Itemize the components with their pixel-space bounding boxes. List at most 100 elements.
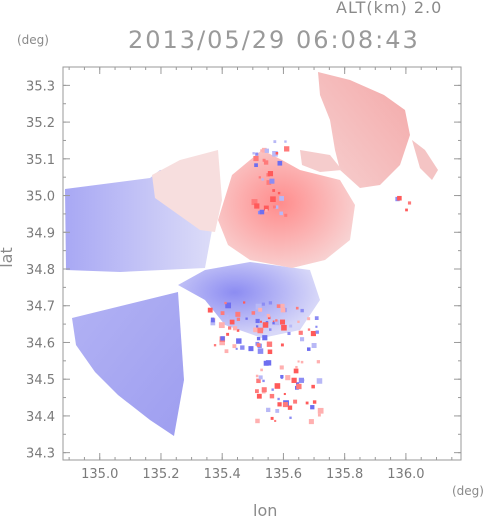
echo-speckle [240, 345, 245, 350]
echo-northeast-red [318, 72, 410, 188]
echo-speckle [253, 327, 258, 333]
echo-speckle [293, 399, 298, 404]
echo-speckle [253, 155, 259, 162]
echo-speckle [256, 378, 261, 384]
echo-speckle [315, 325, 318, 328]
y-axis-ticks: 34.3 34.4 34.5 34.6 34.7 34.8 34.9 35.0 35.1 35.2… [26, 66, 461, 462]
echo-speckle [266, 341, 273, 347]
echo-speckle [311, 343, 317, 349]
echo-speckle [275, 409, 280, 413]
echo-speckle [279, 196, 284, 201]
echo-speckle [258, 176, 261, 179]
echo-speckle [245, 317, 248, 320]
echo-speckle [276, 304, 281, 308]
echo-speckle [316, 378, 323, 384]
chart-title: 2013/05/29 06:08:43 [128, 26, 420, 54]
echo-speckle [220, 311, 225, 315]
echo-speckle [266, 180, 272, 185]
echo-speckle [256, 336, 261, 341]
echo-speckle [274, 320, 280, 326]
echo-speckle [232, 344, 237, 349]
echo-speckle [297, 360, 300, 363]
echo-speckle [256, 343, 261, 347]
echo-speckle [259, 320, 263, 323]
echo-speckle [283, 392, 286, 396]
echo-speckle [251, 311, 256, 315]
echo-speckle [314, 316, 319, 320]
echo-central-red [218, 150, 355, 268]
echo-speckle [224, 349, 229, 354]
echo-speckle [310, 405, 315, 410]
echo-speckle [255, 389, 259, 394]
echo-speckle [248, 346, 254, 352]
echo-speckle [293, 368, 299, 374]
echo-speckle [262, 335, 268, 341]
echo-speckle [269, 178, 275, 184]
echo-speckle [232, 326, 238, 331]
echo-speckle [251, 199, 258, 206]
echo-speckle [311, 384, 315, 389]
echo-speckle [259, 209, 265, 215]
echo-speckle [277, 191, 281, 195]
echo-speckle [266, 407, 271, 413]
y-tick-label: 35.1 [26, 153, 55, 168]
echo-speckle [305, 401, 309, 405]
echo-speckle [289, 324, 293, 328]
echo-speckle [261, 178, 264, 181]
echo-speckle [225, 302, 232, 309]
echo-speckle [261, 302, 265, 306]
echo-speckle [397, 195, 402, 201]
echo-speckles [207, 140, 412, 425]
plot-frame [62, 66, 462, 461]
x-axis-ticks: 135.0 135.2 135.4 135.6 135.8 136.0 [68, 67, 453, 482]
echo-speckle [255, 152, 259, 156]
echo-speckle [267, 171, 274, 177]
echo-speckle [295, 365, 298, 369]
echo-speckle [316, 360, 321, 364]
echo-northeast-streak [412, 140, 438, 180]
echo-speckle [261, 387, 267, 393]
echo-speckle [226, 332, 230, 336]
echo-speckle [267, 316, 271, 320]
echo-speckle [207, 307, 213, 313]
echo-speckle [284, 213, 288, 217]
echo-speckle [270, 416, 274, 420]
echo-central-blue [178, 262, 320, 338]
echo-speckle [307, 317, 311, 321]
echo-speckle [287, 405, 293, 410]
echo-speckle [273, 140, 277, 144]
echo-speckle [252, 152, 255, 155]
echo-speckle [261, 147, 267, 153]
echo-speckle [270, 196, 276, 203]
echo-speckle [298, 330, 303, 335]
velocity-field [65, 72, 438, 436]
echo-speckle [257, 348, 264, 354]
y-tick-label: 35.3 [26, 79, 55, 94]
x-tick-label: 135.6 [265, 467, 302, 482]
echo-speckle [287, 331, 291, 336]
echo-speckle [235, 311, 241, 317]
echo-speckle [280, 307, 286, 313]
echo-speckle [220, 336, 225, 341]
echo-speckle [255, 303, 262, 310]
echo-speckle [289, 416, 292, 419]
x-tick-label: 136.0 [387, 467, 424, 482]
echo-speckle [262, 158, 266, 162]
echo-speckle [280, 343, 284, 347]
echo-speckle [262, 322, 269, 328]
echo-speckle [257, 327, 264, 334]
echo-speckle [407, 201, 412, 205]
echo-speckle [218, 322, 225, 329]
echo-speckle [281, 324, 287, 331]
y-tick-label: 34.3 [26, 447, 55, 462]
echo-speckle [266, 313, 271, 318]
echo-speckle [285, 375, 291, 381]
echo-speckle [265, 209, 268, 212]
echo-speckle [291, 377, 297, 383]
echo-speckle [226, 315, 229, 318]
echo-speckle [280, 319, 286, 325]
echo-speckle [219, 339, 225, 346]
echo-speckle [260, 312, 265, 317]
echo-speckle [264, 148, 269, 153]
